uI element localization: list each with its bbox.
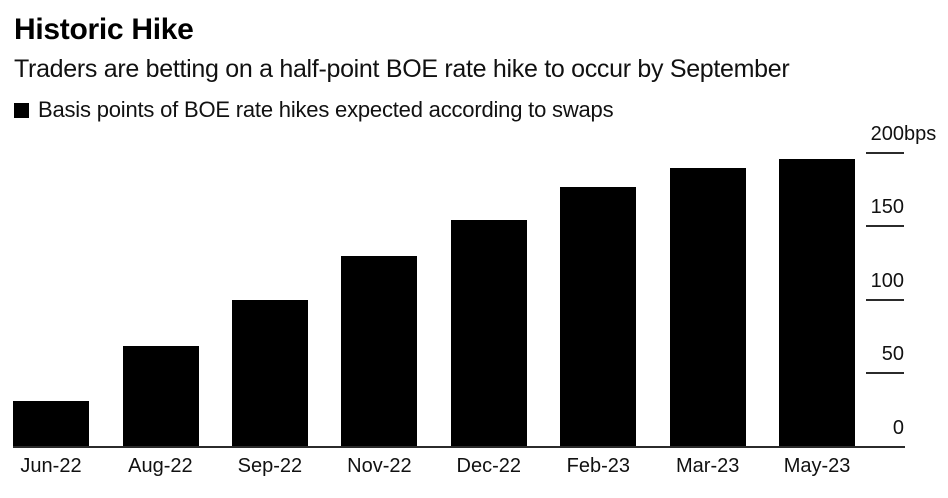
legend: Basis points of BOE rate hikes expected … (14, 97, 614, 123)
x-axis-line (13, 446, 905, 448)
y-tick-label-0: 0 (892, 417, 904, 439)
y-tick-mark-100 (866, 298, 904, 301)
legend-label: Basis points of BOE rate hikes expected … (38, 97, 614, 122)
chart-subtitle: Traders are betting on a half-point BOE … (14, 55, 790, 83)
chart-title: Historic Hike (14, 13, 194, 46)
bar-may-23 (779, 158, 856, 446)
bar-feb-23 (560, 186, 637, 446)
y-tick-label-200: 200 bps (870, 123, 937, 145)
y-axis-unit-label: bps (904, 123, 937, 145)
y-tick-mark-50 (866, 371, 904, 374)
bar-dec-22 (450, 220, 527, 446)
bar-aug-22 (122, 346, 199, 446)
bar-jun-22 (13, 400, 89, 446)
bar-mar-23 (669, 167, 746, 446)
bar-nov-22 (341, 255, 418, 446)
x-tick-label-mar-23: Mar-23 (676, 455, 740, 477)
y-tick-label-150: 150 (870, 196, 904, 219)
x-tick-label-dec-22: Dec-22 (456, 455, 522, 477)
x-tick-label-jun-22: Jun-22 (20, 455, 82, 477)
x-tick-label-sep-22: Sep-22 (237, 455, 303, 477)
x-tick-label-may-23: May-23 (783, 455, 851, 477)
x-tick-label-aug-22: Aug-22 (128, 455, 193, 477)
x-tick-label-nov-22: Nov-22 (347, 455, 412, 477)
y-tick-mark-200 (866, 152, 904, 154)
y-tick-label-50: 50 (881, 342, 904, 365)
legend-swatch-icon (14, 102, 29, 118)
y-tick-mark-150 (866, 225, 904, 228)
y-tick-label-100: 100 (870, 269, 904, 292)
x-tick-label-feb-23: Feb-23 (566, 455, 630, 477)
bar-sep-22 (231, 299, 308, 446)
